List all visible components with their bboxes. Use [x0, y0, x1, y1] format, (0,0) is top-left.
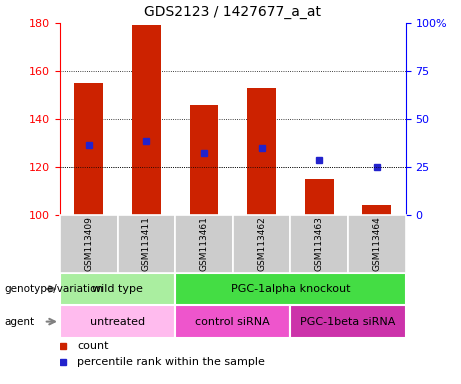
Text: GSM113462: GSM113462	[257, 217, 266, 271]
Text: PGC-1beta siRNA: PGC-1beta siRNA	[301, 316, 396, 327]
Text: percentile rank within the sample: percentile rank within the sample	[77, 358, 265, 367]
Text: PGC-1alpha knockout: PGC-1alpha knockout	[230, 284, 350, 294]
Bar	[60, 305, 175, 338]
Bar	[74, 83, 103, 215]
Bar	[175, 305, 290, 338]
Bar	[60, 273, 175, 305]
Text: GSM113411: GSM113411	[142, 217, 151, 271]
Text: GSM113464: GSM113464	[372, 217, 381, 271]
Text: genotype/variation: genotype/variation	[5, 284, 104, 294]
Bar	[348, 215, 406, 273]
Bar	[118, 215, 175, 273]
Bar	[290, 305, 406, 338]
Bar	[132, 25, 161, 215]
Bar	[175, 273, 406, 305]
Bar	[305, 179, 334, 215]
Text: untreated: untreated	[90, 316, 145, 327]
Title: GDS2123 / 1427677_a_at: GDS2123 / 1427677_a_at	[144, 5, 321, 19]
Bar	[175, 215, 233, 273]
Bar	[290, 215, 348, 273]
Bar	[233, 215, 290, 273]
Bar	[60, 215, 118, 273]
Text: GSM113409: GSM113409	[84, 217, 93, 271]
Bar	[189, 104, 219, 215]
Text: agent: agent	[5, 316, 35, 327]
Bar	[362, 205, 391, 215]
Text: control siRNA: control siRNA	[195, 316, 270, 327]
Text: wild type: wild type	[92, 284, 143, 294]
Bar	[247, 88, 276, 215]
Text: GSM113463: GSM113463	[315, 217, 324, 271]
Text: count: count	[77, 341, 109, 351]
Text: GSM113461: GSM113461	[200, 217, 208, 271]
